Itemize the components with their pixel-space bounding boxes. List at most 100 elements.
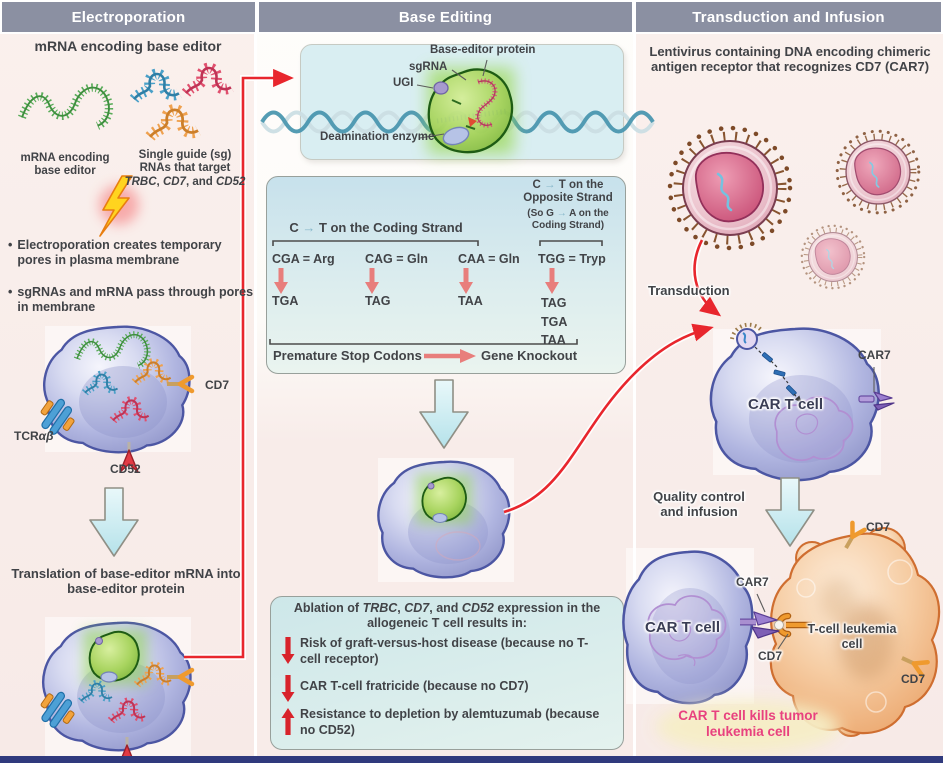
gene-trbc: TRBC: [362, 601, 398, 615]
arrow-glyph: →: [556, 208, 567, 219]
premature-stop-codons-label: Premature Stop Codons: [273, 348, 422, 363]
bullet-sgrna-pass: sgRNAs and mRNA pass through pores in me…: [8, 285, 256, 314]
tcr-label: TCRαβ: [14, 429, 54, 444]
transduction-arrow: [691, 238, 722, 317]
ablation-post: expression in the allogeneic T cell resu…: [367, 601, 601, 630]
bullet-text: sgRNAs and mRNA pass through pores in me…: [17, 285, 254, 314]
sub-pre: (So G: [527, 208, 557, 219]
gene-cd52: CD52: [215, 175, 246, 188]
bullet-electroporation-pores: Electroporation creates temporary pores …: [8, 238, 256, 267]
mrna-icon: [22, 88, 109, 126]
codon-to-3a: TAG: [541, 296, 567, 310]
down-arrow-icon: [89, 487, 139, 557]
sgrna-caption: Single guide (sg) RNAs that target TRBC,…: [124, 149, 246, 189]
ablation-item-alemtuzumab: Resistance to depletion by alemtuzumab (…: [300, 707, 600, 737]
translation-caption: Translation of base-editor mRNA into bas…: [11, 566, 241, 597]
t-cell-with-base-editor: [33, 617, 192, 763]
sep: ,: [156, 175, 163, 188]
column-divider-left: [254, 0, 257, 763]
kill-text-glow: [656, 701, 840, 753]
sep: , and: [429, 601, 462, 615]
lentivirus-icon: [670, 128, 790, 248]
column-divider-right: [633, 0, 636, 763]
t-cell-electroporated: [33, 325, 192, 474]
hdr-pre: C: [289, 220, 303, 235]
deamination-enzyme-label: Deamination enzyme: [320, 131, 435, 143]
gene-trbc: TRBC: [124, 175, 157, 188]
codon-to-3b: TGA: [541, 314, 568, 329]
ugi-icon: [433, 81, 449, 95]
car7-cd7-interface: [740, 593, 812, 650]
leukemia-cell-label: T-cell leukemia cell: [807, 622, 897, 651]
codon-to-3c: TAA: [541, 333, 566, 347]
arrow-glyph: →: [302, 220, 316, 235]
bullet-text: Electroporation creates temporary pores …: [17, 238, 222, 267]
base-editor-protein-label: Base-editor protein: [430, 44, 536, 56]
mrna-caption: mRNA encoding base editor: [20, 152, 110, 178]
car-t-cell-label-bottom: CAR T cell: [645, 619, 721, 636]
codon-from-2: CAA = Gln: [458, 252, 520, 266]
coding-strand-header: C → T on the Coding Strand: [276, 220, 476, 235]
tcr-greek: αβ: [38, 429, 54, 443]
down-arrow-icon: [765, 477, 815, 547]
cd7-label-right: CD7: [901, 672, 926, 686]
hdr-pre: C: [532, 179, 545, 191]
codon-from-3: TGG = Tryp: [538, 252, 606, 266]
electroporation-title: mRNA encoding base editor: [34, 38, 222, 54]
car7-label-bottom: CAR7: [736, 575, 769, 589]
ablation-pre: Ablation of: [293, 601, 363, 615]
sgrna-blue-icon: [134, 74, 179, 99]
car7-label-top: CAR7: [858, 348, 891, 362]
quality-control-label: Quality control and infusion: [653, 489, 745, 520]
codon-to-0: TGA: [272, 294, 299, 308]
codon-to-1: TAG: [365, 294, 391, 308]
base-edited-t-cell: [377, 458, 514, 582]
gene-cd7: CD7: [404, 601, 430, 615]
car-t-cell-label-top: CAR T cell: [748, 396, 824, 413]
ablation-item-fratricide: CAR T-cell fratricide (because no CD7): [300, 679, 529, 693]
codon-table-panel: [266, 176, 626, 374]
hdr-post: T on the Opposite Strand: [523, 179, 613, 205]
car-t-cell-bottom: [622, 548, 754, 705]
base-editor-protein-icon: [416, 59, 514, 154]
gene-cd52: CD52: [461, 601, 494, 615]
sgrna-red-icon: [186, 68, 231, 93]
lentivirus-icon: [837, 131, 919, 213]
ugi-label: UGI: [393, 77, 414, 89]
transduction-label: Transduction: [648, 283, 730, 298]
bottom-bar: [0, 756, 943, 763]
kill-text: CAR T cell kills tumor leukemia cell: [678, 708, 818, 739]
tcr-pre: TCR: [14, 429, 39, 443]
header-base-editing: Base Editing: [259, 2, 632, 32]
header-electroporation: Electroporation: [2, 2, 255, 32]
knockout-arrow-icon: [424, 349, 476, 363]
lentivirus-icon: [802, 226, 864, 288]
car-t-cell-top: [709, 322, 895, 482]
lightning-bolt-icon: [99, 175, 139, 237]
sub-post: A on the Coding Strand): [531, 208, 609, 231]
leukemia-cell-illustration: [769, 523, 941, 737]
cd7-label-interface: CD7: [758, 649, 783, 663]
sep: , and: [185, 175, 216, 188]
cd52-label: CD52: [110, 462, 141, 476]
ablation-summary-box: [270, 596, 624, 750]
sgrna-orange-icon: [150, 110, 198, 137]
sep: ,: [397, 601, 405, 615]
header-transduction: Transduction and Infusion: [636, 2, 941, 32]
deamination-enzyme-icon: [442, 126, 470, 146]
arrow-glyph: →: [544, 179, 556, 191]
down-arrow-icon: [419, 379, 469, 449]
gene-knockout-label: Gene Knockout: [481, 348, 578, 363]
codon-table-graphics: [269, 240, 603, 345]
codon-to-3: TAG TGA TAA: [541, 294, 567, 350]
sgrna-caption-pre: Single guide (sg) RNAs that target: [138, 149, 232, 175]
cd7-label: CD7: [205, 378, 230, 392]
docking-virus-icon: [730, 322, 764, 350]
dna-fragments-icon: [754, 346, 801, 402]
codon-from-1: CAG = Gln: [365, 252, 428, 266]
codon-from-0: CGA = Arg: [272, 252, 335, 266]
edited-cell-to-transduction-arrow: [503, 323, 714, 515]
ablation-item-gvhd: Risk of graft-versus-host disease (becau…: [300, 636, 589, 666]
lentivirus-title: Lentivirus containing DNA encoding chime…: [649, 44, 931, 75]
cd7-label-top: CD7: [866, 520, 891, 534]
